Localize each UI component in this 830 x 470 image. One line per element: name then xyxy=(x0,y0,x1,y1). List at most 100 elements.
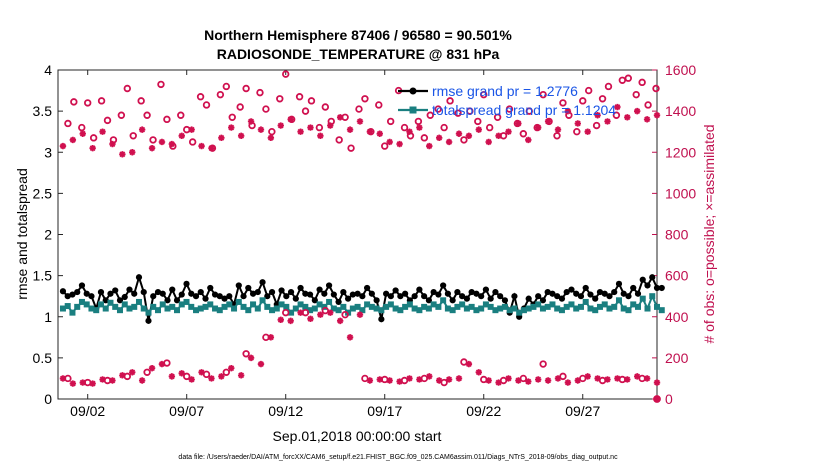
totalspread-point xyxy=(530,303,537,310)
rmse-point xyxy=(112,287,119,294)
rmse-point xyxy=(249,290,257,297)
rmse-point xyxy=(107,290,114,297)
x-axis-label: Sep.01,2018 00:00:00 start xyxy=(273,428,442,444)
obs-possible-marker xyxy=(117,111,126,119)
y2-tick-label: 0 xyxy=(665,391,673,407)
obs-possible-marker xyxy=(123,84,132,93)
rmse-point xyxy=(373,297,380,304)
obs-assimilated-marker xyxy=(247,354,255,362)
rmse-point xyxy=(416,286,423,293)
obs-assimilated-marker xyxy=(148,144,156,152)
obs-assimilated-marker xyxy=(594,112,601,119)
rmse-point xyxy=(297,284,304,292)
totalspread-point xyxy=(212,305,219,312)
rmse-point xyxy=(658,284,665,292)
obs-possible-marker xyxy=(618,76,627,84)
rmse-point xyxy=(634,290,642,297)
obs-assimilated-marker xyxy=(366,128,374,135)
rmse-point xyxy=(240,293,247,300)
totalspread-point xyxy=(582,298,589,305)
obs-assimilated-marker xyxy=(604,118,611,125)
rmse-point xyxy=(615,280,623,287)
totalspread-point xyxy=(349,305,356,312)
rmse-point xyxy=(202,295,209,302)
obs-assimilated-marker xyxy=(624,114,631,121)
obs-assimilated-marker xyxy=(614,375,621,382)
totalspread-point xyxy=(288,309,295,316)
obs-assimilated-marker xyxy=(604,376,611,383)
totalspread-point xyxy=(154,307,161,314)
obs-possible-marker xyxy=(553,132,561,140)
totalspread-point xyxy=(525,305,532,312)
rmse-point xyxy=(102,297,109,304)
rmse-point xyxy=(440,282,447,289)
rmse-point xyxy=(392,287,399,294)
rmse-point xyxy=(601,290,608,297)
obs-assimilated-marker xyxy=(208,375,215,382)
obs-possible-marker xyxy=(295,93,304,101)
totalspread-point xyxy=(359,307,366,314)
data-file-footer: data file: /Users/raeder/DAI/ATM_forcXX/… xyxy=(178,454,618,461)
obs-assimilated-marker xyxy=(178,132,185,139)
x-tick-label: 09/12 xyxy=(268,403,303,419)
obs-assimilated-marker xyxy=(643,375,651,382)
totalspread-point xyxy=(102,305,109,312)
obs-assimilated-marker xyxy=(69,380,77,387)
obs-possible-marker xyxy=(347,144,355,152)
obs-assimilated-marker xyxy=(59,375,67,382)
totalspread-point xyxy=(492,307,499,314)
obs-assimilated-marker xyxy=(633,373,641,380)
rmse-point xyxy=(69,291,76,298)
obs-assimilated-marker xyxy=(455,375,463,382)
obs-assimilated-marker xyxy=(554,375,562,382)
rmse-point xyxy=(335,298,342,306)
obs-assimilated-marker xyxy=(237,372,245,379)
totalspread-point xyxy=(74,303,81,310)
series-rmse xyxy=(59,273,665,324)
rmse-point xyxy=(606,293,613,300)
obs-possible-marker xyxy=(242,350,250,358)
obs-possible-marker xyxy=(70,98,78,106)
y-tick-label: 0.5 xyxy=(33,350,53,366)
obs-possible-marker xyxy=(196,93,205,101)
totalspread-point xyxy=(563,303,570,310)
obs-possible-marker xyxy=(282,70,290,78)
obs-possible-marker xyxy=(315,123,324,132)
obs-possible-marker xyxy=(604,82,613,91)
obs-assimilated-marker xyxy=(99,128,106,135)
totalspread-point xyxy=(64,303,71,310)
rmse-point xyxy=(321,290,328,297)
rmse-point xyxy=(183,280,190,287)
obs-possible-marker xyxy=(78,123,86,132)
obs-possible-marker xyxy=(460,136,468,144)
series-assimilated_low xyxy=(59,309,661,387)
obs-assimilated-marker xyxy=(247,118,255,125)
rmse-point xyxy=(88,293,95,300)
rmse-point xyxy=(154,288,162,296)
chart-title: Northern Hemisphere 87406 / 96580 = 90.5… xyxy=(204,27,512,43)
obs-possible-marker xyxy=(256,88,264,97)
rmse-point xyxy=(287,288,295,296)
obs-assimilated-marker xyxy=(138,126,146,133)
totalspread-point xyxy=(649,293,656,300)
totalspread-point xyxy=(573,305,580,312)
obs-possible-marker xyxy=(361,95,369,103)
obs-possible-marker xyxy=(400,123,409,132)
totalspread-point xyxy=(392,305,399,312)
totalspread-point xyxy=(449,307,456,314)
rmse-point xyxy=(539,297,547,304)
totalspread-point xyxy=(340,303,347,310)
totalspread-point xyxy=(250,301,257,308)
obs-possible-marker xyxy=(539,360,547,368)
obs-possible-marker xyxy=(584,86,593,95)
obs-assimilated-marker xyxy=(485,377,492,384)
obs-assimilated-marker xyxy=(614,103,621,111)
series-possible xyxy=(64,70,660,152)
obs-assimilated-marker xyxy=(525,378,532,385)
obs-assimilated-marker xyxy=(574,120,581,127)
obs-assimilated-marker xyxy=(287,116,294,123)
obs-assimilated-marker xyxy=(198,369,205,376)
totalspread-point xyxy=(601,301,608,308)
obs-assimilated-marker xyxy=(376,130,383,137)
